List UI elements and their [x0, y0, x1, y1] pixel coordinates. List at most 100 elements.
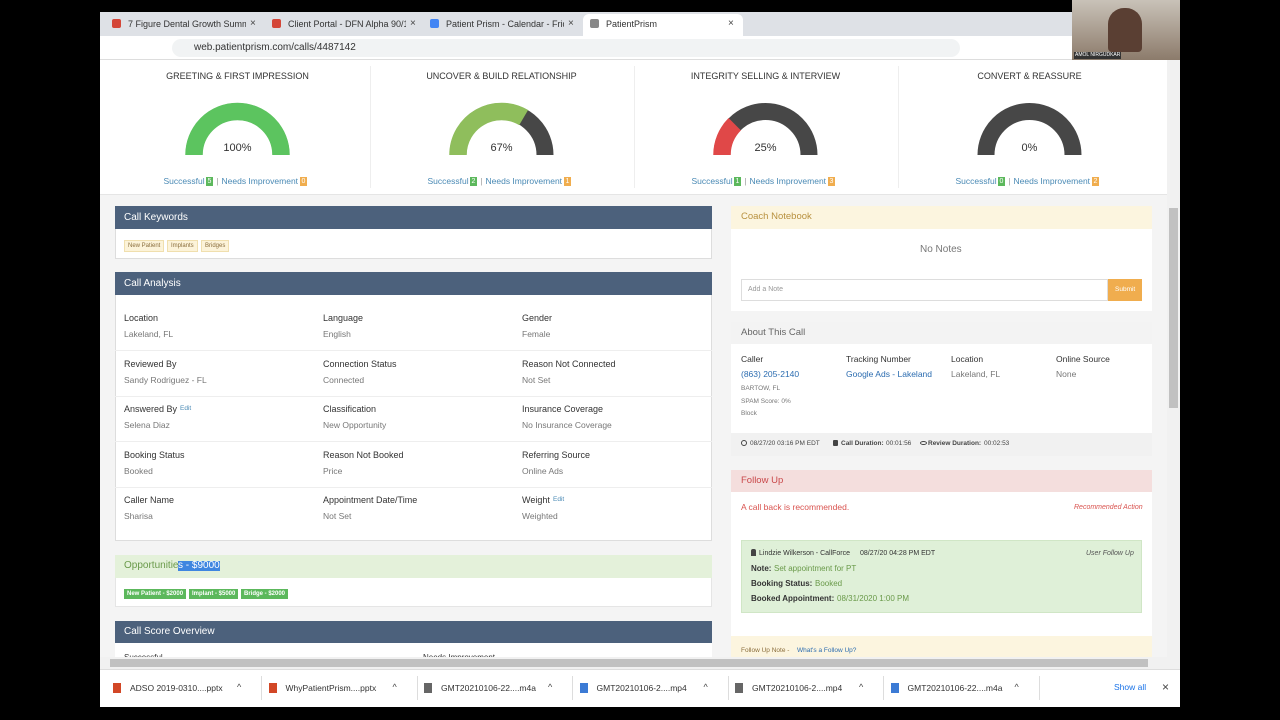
submit-button[interactable] [1108, 279, 1142, 301]
field-value: Price [323, 465, 343, 476]
download-name[interactable]: GMT20210106-22....m4a [907, 683, 1003, 693]
about-label: Caller [741, 354, 764, 364]
field-label: Location [124, 313, 159, 323]
note-placeholder: Add a Note [748, 286, 784, 293]
submit-label: Submit [1115, 286, 1136, 293]
opportunities-selected: s - $9000 [178, 560, 220, 571]
note-input[interactable] [741, 279, 1108, 301]
field-value: Female [522, 329, 551, 339]
active-tab[interactable] [583, 14, 743, 36]
file-icon [890, 683, 899, 693]
download-name[interactable]: GMT20210106-22....m4a [441, 683, 536, 693]
gauge-title: CONVERT & REASSURE [977, 71, 1082, 81]
tab-close: × [728, 18, 734, 29]
download-divider [261, 676, 262, 700]
follow-title: Follow Up [741, 475, 784, 486]
download-chevron: ^ [237, 682, 242, 692]
opportunities-title: Opportunitie [124, 560, 179, 571]
download-name[interactable]: GMT20210106-2....mp4 [596, 683, 687, 693]
follow-time: 08/27/20 04:28 PM EDT [860, 550, 936, 557]
tab-title[interactable]: Client Portal - DFN Alpha 90/10 | [288, 20, 406, 29]
field-value: Not Set [522, 374, 551, 385]
row-divider [115, 441, 712, 443]
file-icon [424, 683, 432, 693]
follow-row-label: Note: [751, 564, 772, 573]
address-bar[interactable] [172, 39, 960, 57]
needs-count: 2 [1091, 177, 1100, 186]
download-divider [883, 676, 884, 700]
tab-title[interactable]: Patient Prism - Calendar - Friday, [446, 20, 564, 29]
user-icon [751, 549, 756, 556]
download-name[interactable]: GMT20210106-2....mp4 [752, 683, 843, 693]
gauge-value: 0% [1021, 142, 1038, 154]
field-label: Weight [522, 495, 550, 506]
download-name[interactable]: WhyPatientPrism....pptx [285, 683, 377, 693]
scroll-thumb[interactable] [1169, 208, 1178, 408]
tab-icon [272, 19, 281, 28]
needs-count: 0 [299, 177, 308, 186]
score-col: Needs Improvement [423, 654, 495, 657]
follow-row-value: 08/31/2020 1:00 PM [837, 594, 910, 603]
field-value: Connected [323, 374, 365, 385]
show-all[interactable]: Show all [1114, 682, 1147, 692]
gauge-value: 25% [754, 142, 777, 154]
webcam-label: AMOL NIRGUDKAR [1074, 52, 1122, 59]
tab-title[interactable]: PatientPrism [606, 20, 658, 29]
edit-link[interactable]: Edit [553, 496, 565, 504]
download-name[interactable]: ADSO 2019-0310....pptx [130, 683, 223, 693]
about-meta: 00:02:53 [984, 440, 1010, 447]
separator: | [1008, 177, 1011, 186]
downloads-bar [100, 669, 1180, 707]
follow-card [741, 540, 1142, 613]
about-value: Block [741, 409, 757, 417]
opportunity-tag: Implant - $5000 [189, 589, 239, 599]
follow-message: A call back is recommended. [741, 502, 850, 512]
divider [897, 66, 899, 188]
url[interactable]: web.patientprism.com/calls/4487142 [194, 42, 356, 53]
downloads-close[interactable]: × [1162, 680, 1170, 694]
field-value: No Insurance Coverage [522, 420, 612, 431]
successful-label[interactable]: Successful [955, 176, 997, 186]
analysis-panel-header [115, 272, 712, 295]
successful-label[interactable]: Successful [427, 176, 469, 186]
tab-title[interactable]: 7 Figure Dental Growth Summit [128, 20, 246, 29]
field-value: Lakeland, FL [124, 329, 174, 339]
score-title: Call Score Overview [124, 626, 215, 637]
about-label: Tracking Number [846, 354, 911, 364]
keywords-panel-title: Call Keywords [124, 211, 188, 223]
about-footer [731, 433, 1152, 456]
about-value[interactable]: Google Ads - Lakeland [846, 369, 933, 379]
successful-label[interactable]: Successful [163, 176, 205, 186]
divider [369, 66, 371, 188]
field-label: Gender [522, 313, 553, 323]
opportunity-tag: New Patient - $2000 [124, 589, 187, 599]
about-meta: Call Duration: [841, 440, 884, 447]
separator-needs[interactable]: Needs Improvement [749, 176, 827, 186]
field-value: Selena Diaz [124, 420, 170, 431]
follow-user: Lindzie Wilkerson - CallForce [759, 550, 851, 557]
tab-close: × [410, 18, 416, 29]
field-label: Reviewed By [124, 358, 177, 369]
opportunity-tag: Bridge - $2000 [241, 589, 289, 599]
gauges [185, 102, 1082, 156]
field-value: Sandy Rodriguez - FL [124, 374, 207, 385]
follow-note-link[interactable]: What's a Follow Up? [797, 647, 857, 654]
gauge-fill [449, 102, 529, 156]
separator-needs[interactable]: Needs Improvement [1013, 176, 1091, 186]
gauge-title: UNCOVER & BUILD RELATIONSHIP [426, 71, 577, 81]
successful-label[interactable]: Successful [691, 176, 733, 186]
h-scroll-thumb[interactable] [110, 659, 1148, 667]
field-label: Answered By [124, 404, 178, 415]
phone-icon [833, 440, 838, 446]
about-meta: 00:01:56 [886, 440, 912, 447]
coach-header [731, 206, 1152, 229]
separator-needs[interactable]: Needs Improvement [221, 176, 299, 186]
download-divider [727, 676, 729, 700]
separator-needs[interactable]: Needs Improvement [485, 176, 563, 186]
field-label: Referring Source [522, 449, 591, 460]
about-value[interactable]: (863) 205-2140 [741, 369, 800, 379]
edit-link[interactable]: Edit [180, 405, 192, 413]
download-chevron: ^ [703, 682, 708, 692]
needs-count: 3 [827, 177, 836, 186]
field-value: Booked [124, 465, 153, 476]
